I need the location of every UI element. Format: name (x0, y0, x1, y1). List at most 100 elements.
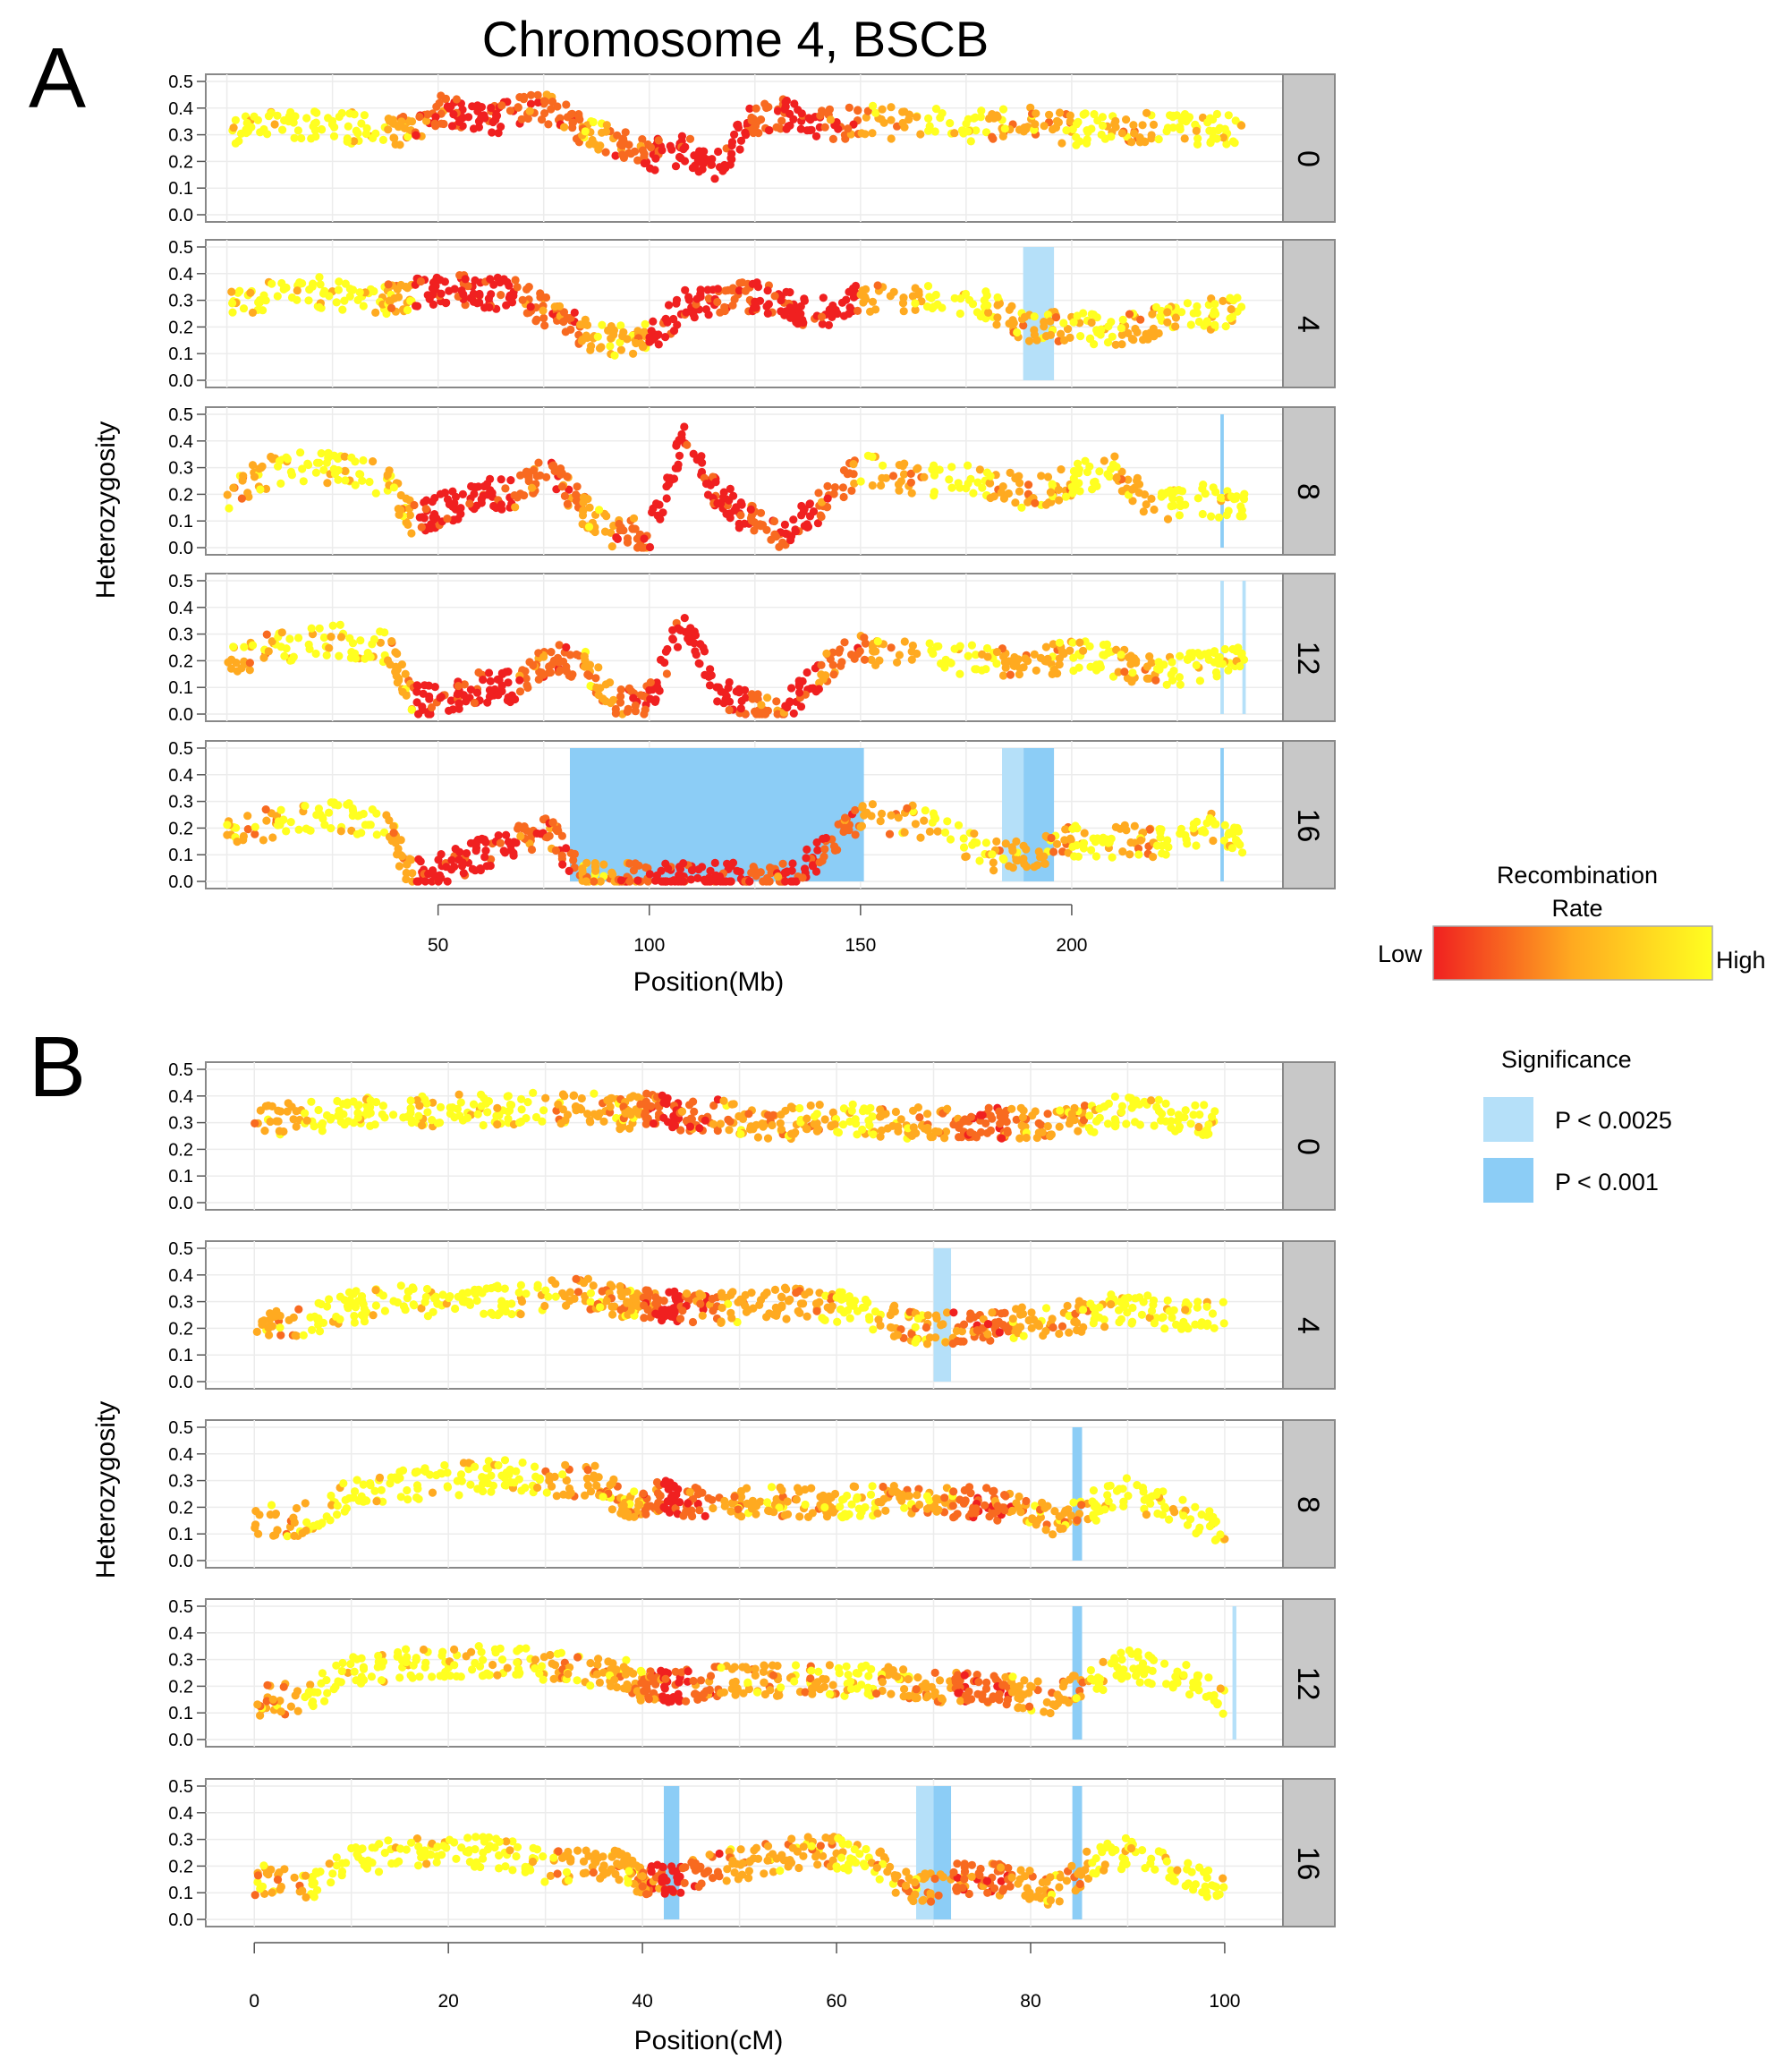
facet-a-0: 0.00.10.20.30.40.50 (168, 72, 1336, 225)
data-point (227, 287, 236, 296)
data-point (983, 1330, 992, 1339)
data-point (1015, 670, 1023, 679)
data-point (252, 1327, 261, 1336)
data-point (302, 1518, 311, 1527)
data-point (488, 1481, 498, 1490)
data-point (730, 1493, 739, 1502)
data-point (1219, 1298, 1227, 1306)
data-point (675, 1315, 685, 1323)
data-point (983, 301, 992, 310)
data-point (868, 297, 878, 306)
data-point (782, 1315, 791, 1323)
data-point (734, 1298, 743, 1306)
data-point (661, 333, 670, 342)
data-point (1140, 490, 1149, 499)
data-point (635, 1500, 644, 1509)
data-point (933, 827, 942, 836)
data-point (638, 146, 648, 155)
data-point (1128, 1303, 1137, 1313)
data-point (782, 124, 791, 133)
data-point (682, 1507, 691, 1516)
data-point (762, 525, 771, 534)
y-axis-label: Heterozygosity (91, 421, 121, 599)
data-point (261, 805, 270, 814)
data-point (295, 278, 304, 287)
data-point (1074, 479, 1083, 488)
data-point (500, 1456, 510, 1465)
data-point (1168, 658, 1176, 667)
facet-strip (1282, 1061, 1336, 1211)
data-point (495, 1110, 504, 1120)
data-point (858, 1303, 867, 1312)
data-point (728, 301, 737, 310)
data-point (266, 1117, 275, 1127)
data-point (466, 1480, 475, 1489)
data-point (489, 280, 498, 289)
data-point (422, 116, 431, 125)
data-point (1001, 1492, 1010, 1501)
data-point (533, 1483, 542, 1493)
data-point (1160, 1324, 1169, 1333)
data-point (1075, 487, 1084, 496)
data-point (1103, 338, 1113, 347)
data-point (932, 1314, 941, 1323)
data-point (894, 480, 904, 489)
data-point (845, 469, 854, 478)
data-point (681, 285, 690, 294)
data-point (777, 1110, 786, 1119)
data-point (1060, 836, 1069, 845)
data-point (664, 480, 674, 489)
data-point (302, 1116, 311, 1125)
data-point (451, 1304, 460, 1314)
data-point (768, 1120, 777, 1130)
data-point (397, 117, 406, 126)
data-point (1032, 336, 1041, 345)
data-point (562, 100, 571, 109)
data-point (701, 1116, 709, 1125)
facet-a-8: 0.00.10.20.30.40.58 (168, 405, 1336, 558)
data-point (689, 449, 698, 458)
data-point (239, 304, 249, 313)
data-point (412, 681, 421, 690)
data-point (873, 1509, 882, 1518)
data-point (887, 643, 896, 652)
data-point (435, 98, 444, 107)
data-point (311, 649, 320, 659)
data-point (223, 490, 232, 499)
data-point (623, 1298, 632, 1307)
data-point (586, 1118, 595, 1127)
data-point (443, 1482, 452, 1491)
data-point (717, 1289, 726, 1298)
data-point (436, 693, 445, 702)
data-point (1168, 494, 1177, 503)
data-point (616, 876, 626, 885)
data-point (479, 676, 488, 685)
data-point (981, 128, 991, 137)
data-point (825, 105, 835, 114)
data-point (1060, 336, 1069, 345)
y-tick-label: 0.4 (168, 432, 193, 452)
data-point (1046, 488, 1055, 497)
data-point (267, 452, 276, 462)
data-point (1128, 497, 1137, 506)
facet-background (205, 239, 1284, 388)
data-point (322, 1110, 332, 1120)
data-point (646, 164, 655, 173)
data-point (396, 836, 405, 845)
data-point (544, 1292, 553, 1301)
data-point (921, 806, 930, 815)
data-point (705, 681, 715, 690)
y-tick-label: 0.3 (168, 625, 193, 645)
data-point (685, 1122, 695, 1131)
data-point (311, 132, 320, 141)
data-point (625, 877, 634, 886)
data-point (969, 489, 978, 498)
data-point (1193, 134, 1202, 143)
data-point (977, 666, 987, 675)
data-point (1008, 1315, 1017, 1323)
data-point (708, 1495, 717, 1504)
data-point (594, 663, 603, 672)
data-point (437, 850, 446, 859)
data-point (940, 1134, 949, 1143)
data-point (486, 474, 495, 484)
